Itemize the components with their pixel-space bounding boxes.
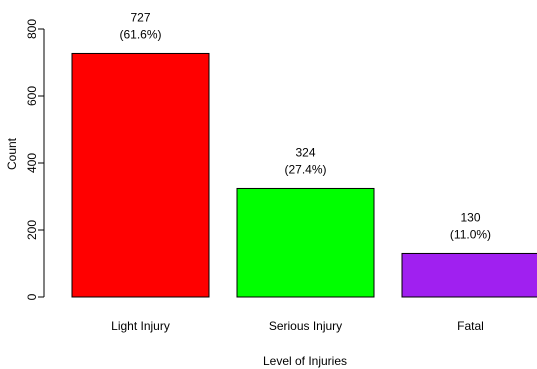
data-label-value: 727 — [130, 10, 150, 24]
y-tick-label: 200 — [25, 220, 39, 240]
y-tick-label: 600 — [25, 86, 39, 106]
data-label-percent: (27.4%) — [284, 162, 326, 176]
data-labels: 727 (61.6%) 324 (27.4%) 130 (11.0%) — [119, 10, 491, 241]
data-label-percent: (61.6%) — [119, 27, 161, 41]
data-label-percent: (11.0%) — [450, 227, 491, 241]
bars — [71, 52, 537, 298]
x-tick-label: Fatal — [457, 319, 484, 333]
bar — [71, 52, 210, 298]
y-axis: 0 200 400 600 800 — [25, 19, 45, 300]
y-axis-title: Count — [5, 137, 19, 170]
data-label-value: 130 — [460, 210, 480, 224]
x-tick-label: Light Injury — [111, 319, 170, 333]
data-label-value: 324 — [295, 145, 315, 159]
bar — [401, 252, 537, 298]
x-tick-label: Serious Injury — [269, 319, 342, 333]
y-tick-label: 0 — [25, 293, 39, 300]
category-labels: Light Injury Serious Injury Fatal — [111, 319, 484, 333]
y-tick-label: 800 — [25, 19, 39, 39]
x-axis-title: Level of Injuries — [263, 354, 347, 368]
y-tick-label: 400 — [25, 153, 39, 173]
bar — [236, 187, 375, 298]
